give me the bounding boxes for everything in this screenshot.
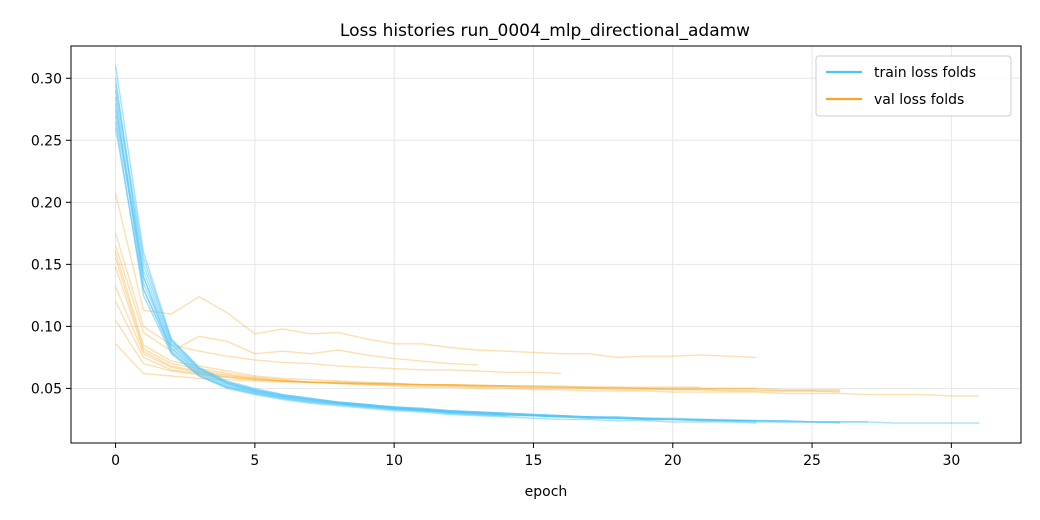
val-loss-line-4 <box>114 251 840 392</box>
val-loss-line-1 <box>114 193 757 359</box>
val-loss-line-6 <box>114 266 980 397</box>
y-tick-label: 0.25 <box>31 133 62 149</box>
chart-title: Loss histories run_0004_mlp_directional_… <box>340 21 750 41</box>
x-tick-label: 15 <box>525 453 543 469</box>
y-tick-label: 0.10 <box>31 319 62 335</box>
plot-frame <box>70 45 1022 444</box>
legend-frame <box>815 55 1012 117</box>
x-axis-ticks: 0 5 10 15 20 25 30 <box>111 443 960 469</box>
train-loss-line-7 <box>114 121 757 424</box>
legend: train loss folds val loss folds <box>815 55 1012 117</box>
x-tick-label: 5 <box>250 453 259 469</box>
val-loss-line-8 <box>114 301 506 387</box>
train-loss-line-8 <box>114 127 673 421</box>
y-tick-label: 0.05 <box>31 381 62 397</box>
x-tick-label: 20 <box>664 453 682 469</box>
y-tick-label: 0.15 <box>31 257 62 273</box>
val-loss-line-2 <box>114 233 562 375</box>
legend-label-val: val loss folds <box>874 92 964 108</box>
y-axis-ticks: 0.05 0.10 0.15 0.20 0.25 0.30 <box>31 71 71 397</box>
x-tick-label: 30 <box>942 453 960 469</box>
train-loss-line-10 <box>114 84 757 422</box>
val-loss-line-10 <box>115 343 840 391</box>
x-tick-label: 25 <box>803 453 821 469</box>
x-tick-label: 10 <box>385 453 403 469</box>
val-loss-line-5 <box>114 257 840 393</box>
val-loss-line-7 <box>114 286 757 390</box>
y-tick-label: 0.20 <box>31 195 62 211</box>
legend-label-train: train loss folds <box>874 65 976 81</box>
train-loss-lines <box>114 65 980 424</box>
y-tick-label: 0.30 <box>31 71 62 87</box>
x-axis-label: epoch <box>525 484 568 500</box>
x-tick-label: 0 <box>111 453 120 469</box>
